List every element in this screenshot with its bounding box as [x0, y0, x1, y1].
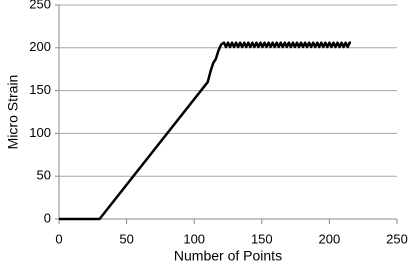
y-tick-label: 150 [29, 82, 51, 97]
x-tick-label: 250 [386, 231, 408, 246]
x-tick-label: 150 [251, 231, 273, 246]
data-line [59, 41, 352, 221]
y-tick-label: 100 [29, 125, 51, 140]
y-tick-label: 0 [44, 210, 51, 225]
x-tick-label: 0 [55, 231, 62, 246]
y-tick-label: 50 [37, 168, 51, 183]
y-tick-label: 200 [29, 39, 51, 54]
x-tick-label: 50 [119, 231, 133, 246]
x-tick-label: 200 [319, 231, 341, 246]
x-tick-label: 100 [183, 231, 205, 246]
y-axis-label: Micro Strain [5, 75, 21, 150]
y-tick-label: 250 [29, 0, 51, 11]
x-axis-label: Number of Points [174, 248, 282, 264]
